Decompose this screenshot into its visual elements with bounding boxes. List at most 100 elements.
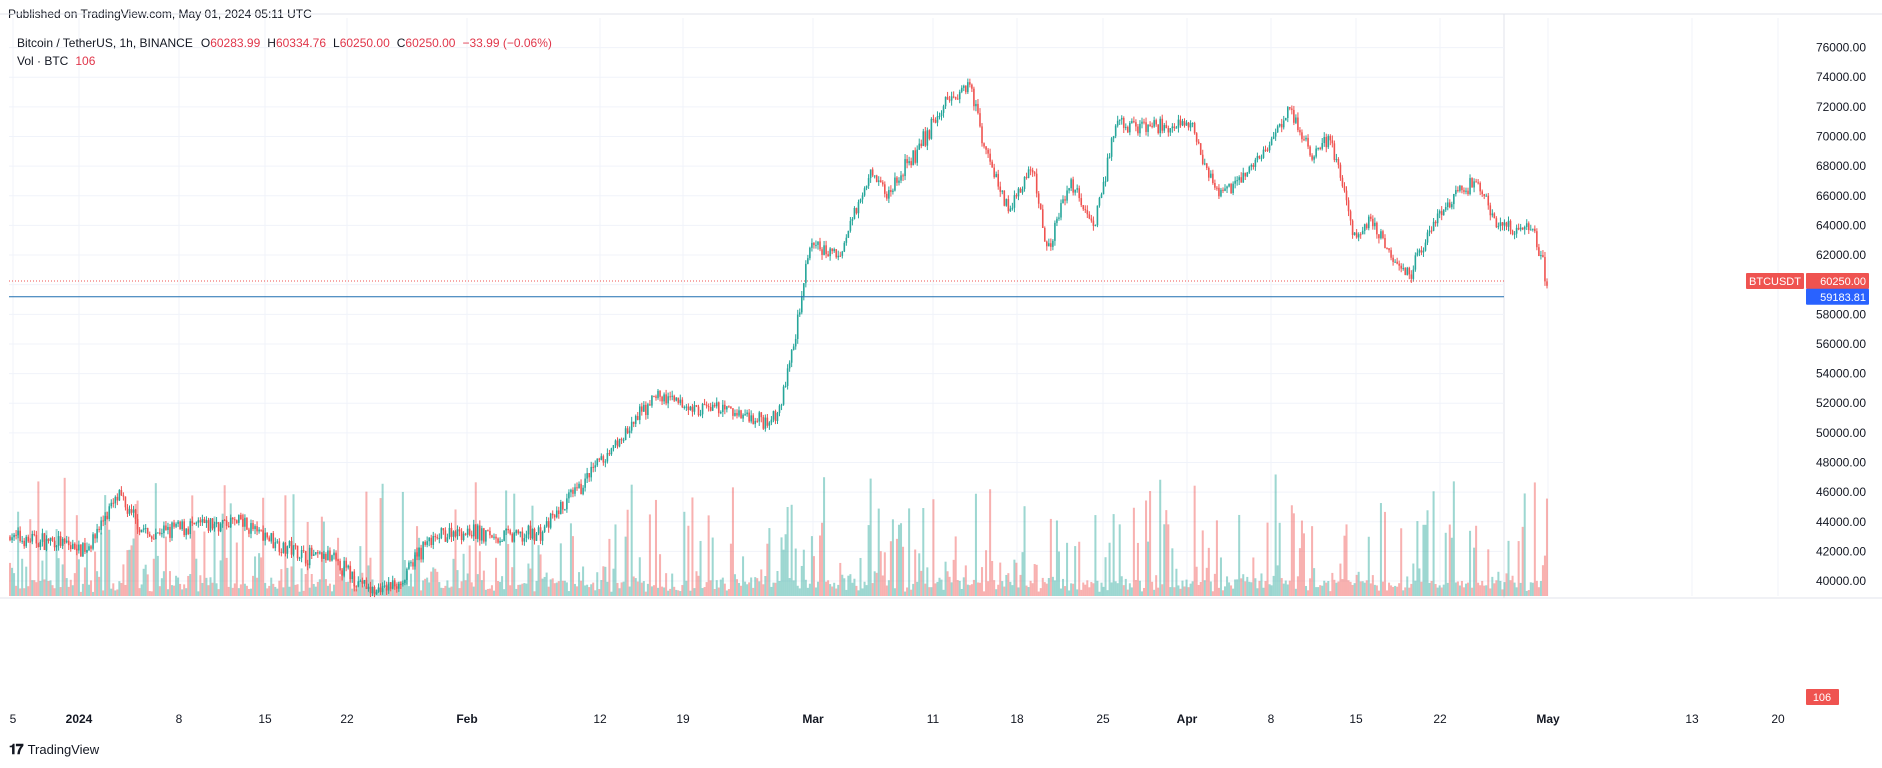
candle-body xyxy=(183,521,185,536)
volume-bar xyxy=(810,536,813,596)
volume-bar xyxy=(571,536,574,596)
volume-bar xyxy=(39,580,42,596)
candle-body xyxy=(902,175,904,177)
volume-bar xyxy=(816,581,819,596)
volume-bar xyxy=(9,562,12,596)
candle-body xyxy=(1315,148,1317,157)
candle-body xyxy=(1197,141,1200,144)
volume-bar xyxy=(1280,578,1283,596)
volume-bar xyxy=(537,545,540,596)
price-axis[interactable]: 76000.0074000.0072000.0070000.0068000.00… xyxy=(1816,41,1866,588)
candle-body xyxy=(539,527,542,541)
candle-body xyxy=(1262,149,1265,158)
volume-bar xyxy=(100,532,103,596)
volume-bar xyxy=(1507,540,1510,596)
volume-bar xyxy=(713,588,716,596)
candle-body xyxy=(681,399,684,408)
volume-bar xyxy=(624,536,627,596)
candle-body xyxy=(962,85,965,88)
volume-bar xyxy=(1232,588,1235,596)
candle-body xyxy=(432,536,435,546)
volume-bar xyxy=(1448,524,1451,596)
candle-body xyxy=(1102,181,1105,195)
volume-bar xyxy=(1003,586,1006,596)
volume-bar xyxy=(707,515,710,596)
volume-bar xyxy=(861,588,864,596)
volume-bar xyxy=(786,507,789,596)
volume-bar xyxy=(551,578,554,596)
volume-bar xyxy=(701,588,704,596)
candle-body xyxy=(1214,183,1216,188)
volume-bar xyxy=(215,583,218,596)
volume-bar xyxy=(924,583,927,596)
last-price-label: 60250.00 xyxy=(1820,276,1866,288)
volume-bar xyxy=(422,580,425,596)
x-tick-label: 20 xyxy=(1771,712,1785,726)
volume-bar xyxy=(61,564,64,596)
candle-body xyxy=(685,406,688,408)
candle-body xyxy=(462,533,465,540)
volume-bar xyxy=(1027,587,1030,596)
candle-body xyxy=(387,582,390,591)
volume-bar xyxy=(997,584,1000,596)
volume-bar xyxy=(411,586,414,596)
candle-body xyxy=(21,540,23,542)
candle-body xyxy=(134,509,137,519)
candle-body xyxy=(1313,156,1315,160)
time-axis[interactable]: 5 2024 8 15 22 Feb 12 19 Mar 11 18 25 Apr 8 15 22 May 13 2… xyxy=(10,712,1785,726)
candle-body xyxy=(193,523,196,525)
tradingview-logo[interactable]: 𝟏𝟕 TradingView xyxy=(9,741,99,758)
volume-bar xyxy=(1495,580,1498,596)
volume-bar xyxy=(1515,587,1518,596)
volume-bar xyxy=(968,585,971,596)
x-tick-label: 22 xyxy=(1433,712,1447,726)
candle-body xyxy=(327,550,329,561)
candle-body xyxy=(1309,146,1311,156)
volume-bar xyxy=(341,568,344,596)
candle-body xyxy=(1043,227,1046,242)
candle-body xyxy=(592,466,595,468)
candle-body xyxy=(873,175,876,177)
candle-body xyxy=(916,149,919,163)
volume-bar xyxy=(1128,583,1131,596)
volume-bar xyxy=(434,568,437,596)
volume-bar xyxy=(590,584,593,596)
x-tick-label: 18 xyxy=(1010,712,1024,726)
candle-body xyxy=(369,586,372,594)
candle-body xyxy=(1489,205,1492,216)
candle-body xyxy=(19,530,21,541)
symbol-label[interactable]: Bitcoin / TetherUS, 1h, BINANCE xyxy=(17,36,193,50)
volume-bar xyxy=(1404,587,1407,596)
volume-bar xyxy=(1323,580,1326,596)
volume-bars xyxy=(9,474,1548,596)
candle-body xyxy=(586,473,588,479)
volume-bar xyxy=(1371,575,1374,596)
candle-body xyxy=(1455,190,1457,194)
volume-bar xyxy=(667,590,670,596)
volume-bar xyxy=(1464,583,1467,596)
volume-bar xyxy=(1082,582,1085,596)
volume-label[interactable]: Vol · BTC xyxy=(17,54,69,68)
volume-bar xyxy=(851,582,854,596)
volume-bar xyxy=(1161,584,1164,596)
candle-body xyxy=(448,527,451,538)
volume-bar xyxy=(865,585,868,596)
candle-body xyxy=(217,522,220,532)
candle-body xyxy=(1124,126,1127,128)
candle-body xyxy=(1523,226,1526,230)
candle-body xyxy=(734,412,736,416)
volume-bar xyxy=(1047,578,1050,596)
volume-bar xyxy=(1367,536,1370,596)
volume-bar xyxy=(1009,581,1012,596)
candle-body xyxy=(1185,122,1188,126)
candle-body xyxy=(531,528,534,539)
candle-body xyxy=(408,562,410,569)
candle-body xyxy=(25,536,28,547)
candle-body xyxy=(242,519,244,527)
y-tick-label: 46000.00 xyxy=(1816,485,1866,499)
candle-body xyxy=(908,161,910,164)
candle-body xyxy=(146,528,149,535)
candle-body xyxy=(519,531,522,534)
candle-body xyxy=(515,530,518,534)
